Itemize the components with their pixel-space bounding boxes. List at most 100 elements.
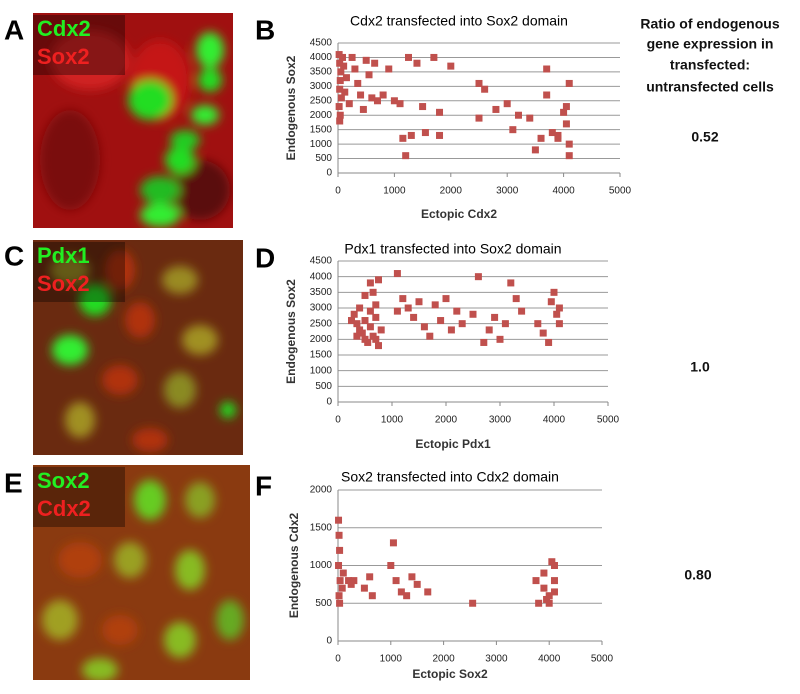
y-tick-label: 1500 [310, 124, 333, 135]
point [368, 94, 376, 102]
y-axis-label: Endogenous Sox2 [284, 55, 298, 160]
point [469, 599, 477, 607]
point [348, 53, 356, 61]
point [512, 295, 520, 303]
point [350, 577, 358, 585]
point [413, 580, 421, 588]
point [537, 134, 545, 142]
point [531, 146, 539, 154]
point [399, 295, 407, 303]
point [336, 546, 344, 554]
point [368, 592, 376, 600]
point [565, 79, 573, 87]
point [351, 65, 359, 73]
panel-letter: A [4, 14, 24, 45]
point [353, 332, 361, 340]
point [372, 313, 380, 321]
point [413, 59, 421, 67]
point [509, 126, 517, 134]
point [534, 320, 542, 328]
point [385, 65, 393, 73]
point [545, 338, 553, 346]
panel-letter: E [4, 467, 23, 498]
point [375, 276, 382, 284]
point [362, 56, 370, 64]
ratio-heading: transfected: [670, 57, 750, 73]
point [387, 562, 395, 569]
panel-letter: F [255, 470, 272, 501]
point [553, 310, 561, 318]
x-tick-label: 4000 [543, 415, 566, 426]
y-tick-label: 4500 [310, 38, 333, 49]
point [442, 295, 450, 303]
ratio-heading: untransfected cells [646, 79, 774, 95]
point [547, 298, 555, 306]
point [366, 573, 374, 581]
point [335, 592, 343, 600]
x-axis-label: Ectopic Pdx1 [415, 437, 491, 451]
point [436, 108, 444, 116]
point [526, 114, 534, 122]
point [550, 288, 558, 296]
point [336, 85, 344, 93]
point [480, 338, 488, 346]
point [335, 562, 343, 569]
point [348, 317, 355, 325]
ratio-value: 1.0 [690, 359, 710, 375]
point [475, 114, 483, 122]
y-tick-label: 3500 [310, 67, 333, 78]
point [392, 577, 400, 585]
point [372, 335, 380, 343]
x-tick-label: 4000 [538, 654, 561, 665]
point [562, 103, 570, 111]
point [548, 558, 556, 566]
x-tick-label: 2000 [435, 415, 458, 426]
point [341, 88, 349, 96]
point [337, 94, 345, 102]
point [360, 584, 368, 592]
point [372, 301, 380, 309]
point [543, 595, 551, 603]
point [565, 152, 573, 160]
micrograph-c [33, 240, 243, 455]
point [501, 320, 509, 328]
point [375, 342, 382, 350]
point [436, 131, 444, 139]
y-tick-label: 0 [326, 397, 332, 408]
point [565, 140, 573, 148]
point [347, 580, 355, 588]
y-tick-label: 2000 [310, 485, 333, 496]
point [393, 307, 401, 315]
y-tick-label: 1500 [310, 522, 333, 533]
point [359, 105, 367, 113]
y-tick-label: 2000 [310, 110, 333, 121]
x-tick-label: 2000 [440, 186, 463, 197]
point [361, 317, 369, 325]
panel-letter: C [4, 240, 24, 271]
point [555, 320, 563, 328]
point [503, 100, 511, 108]
y-tick-label: 3000 [310, 81, 333, 92]
x-tick-label: 1000 [383, 186, 406, 197]
point [397, 588, 405, 596]
point [353, 320, 361, 328]
point [419, 103, 427, 111]
label-backdrop [33, 15, 125, 75]
x-tick-label: 2000 [432, 654, 455, 665]
point [453, 307, 461, 315]
point [402, 152, 410, 160]
point [336, 111, 344, 119]
point [492, 105, 500, 113]
point [540, 584, 548, 592]
point [393, 270, 401, 278]
point [377, 326, 385, 334]
point [550, 562, 558, 569]
x-tick-label: 0 [335, 654, 341, 665]
point [340, 62, 348, 70]
point [403, 592, 411, 600]
point [539, 329, 547, 337]
y-axis-label: Endogenous Cdx2 [287, 513, 301, 619]
y-tick-label: 4500 [310, 256, 333, 267]
ratio-value: 0.80 [684, 567, 711, 583]
point [350, 310, 358, 318]
